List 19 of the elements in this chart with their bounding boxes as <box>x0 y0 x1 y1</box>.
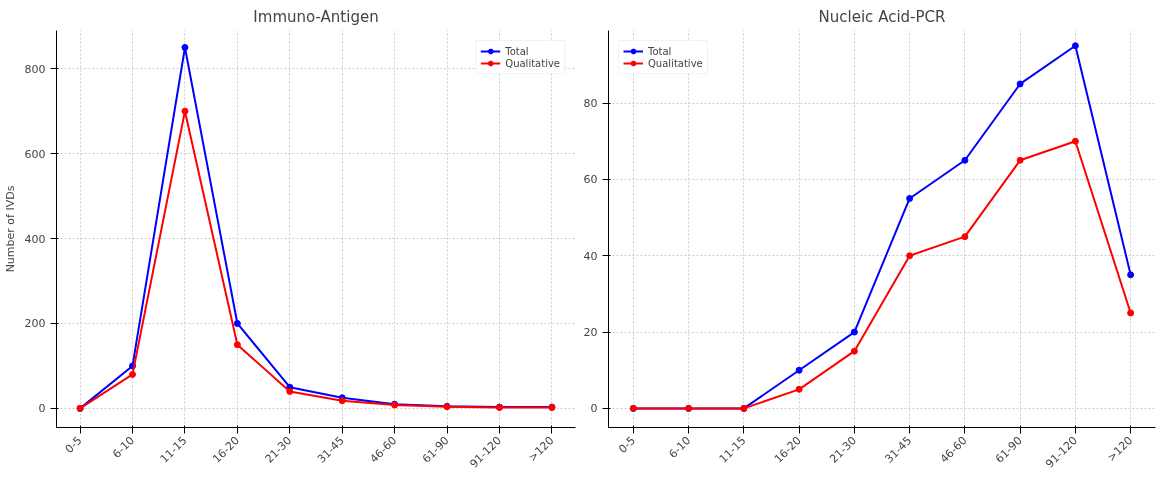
legend-label: Qualitative <box>505 57 560 69</box>
y-tick-label: 20 <box>583 326 598 340</box>
legend-label: Total <box>648 45 672 57</box>
y-tick-label: 80 <box>583 97 598 111</box>
legend-label: Total <box>505 45 529 57</box>
y-tick-label: 0 <box>38 402 46 416</box>
y-tick-label: 400 <box>24 232 46 246</box>
chart-title: Nucleic Acid-PCR <box>818 7 946 26</box>
y-tick-label: 60 <box>583 173 598 187</box>
y-tick-label: 800 <box>24 62 46 76</box>
y-tick-label: 40 <box>583 249 598 263</box>
legend-label: Qualitative <box>648 57 703 69</box>
y-tick-label: 0 <box>590 402 598 416</box>
x-tick-label: 0-5 <box>62 433 85 456</box>
y-tick-label: 200 <box>24 317 46 331</box>
x-tick-label: 0-5 <box>616 433 638 456</box>
chart-title: Immuno-Antigen <box>253 7 379 26</box>
y-tick-label: 600 <box>24 147 46 161</box>
y-axis-title: Number of IVDs <box>3 185 17 273</box>
